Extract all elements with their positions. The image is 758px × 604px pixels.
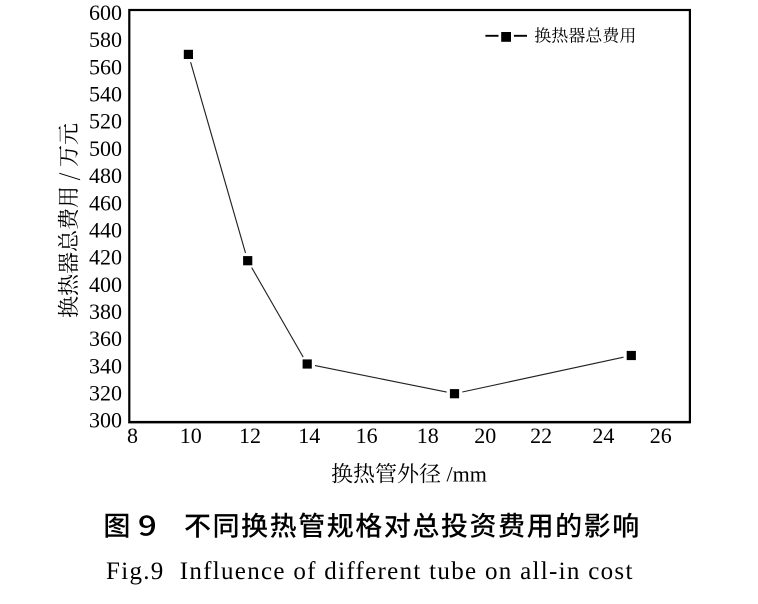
svg-text:10: 10 bbox=[180, 423, 202, 448]
svg-text:12: 12 bbox=[239, 423, 261, 448]
svg-text:300: 300 bbox=[89, 408, 122, 433]
svg-text:580: 580 bbox=[89, 27, 122, 52]
svg-text:8: 8 bbox=[127, 423, 138, 448]
svg-text:20: 20 bbox=[474, 423, 496, 448]
svg-text:420: 420 bbox=[89, 245, 122, 270]
svg-text:16: 16 bbox=[356, 423, 378, 448]
svg-text:26: 26 bbox=[650, 423, 672, 448]
svg-text:560: 560 bbox=[89, 54, 122, 79]
svg-text:320: 320 bbox=[89, 381, 122, 406]
svg-text:480: 480 bbox=[89, 163, 122, 188]
svg-text:360: 360 bbox=[89, 326, 122, 351]
svg-text:440: 440 bbox=[89, 218, 122, 243]
svg-text:540: 540 bbox=[89, 82, 122, 107]
svg-text:520: 520 bbox=[89, 109, 122, 134]
svg-text:18: 18 bbox=[417, 423, 439, 448]
svg-text:14: 14 bbox=[298, 423, 320, 448]
svg-text:24: 24 bbox=[592, 423, 614, 448]
svg-text:/mm: /mm bbox=[447, 462, 487, 487]
svg-text:380: 380 bbox=[89, 299, 122, 324]
svg-text:460: 460 bbox=[89, 190, 122, 215]
svg-text:340: 340 bbox=[89, 353, 122, 378]
svg-text:400: 400 bbox=[89, 272, 122, 297]
svg-text:Fig.9 Influence of different: Fig.9 Influence of different tube on all… bbox=[106, 558, 634, 585]
svg-text:22: 22 bbox=[530, 423, 552, 448]
svg-text:600: 600 bbox=[89, 0, 122, 25]
svg-text:500: 500 bbox=[89, 136, 122, 161]
